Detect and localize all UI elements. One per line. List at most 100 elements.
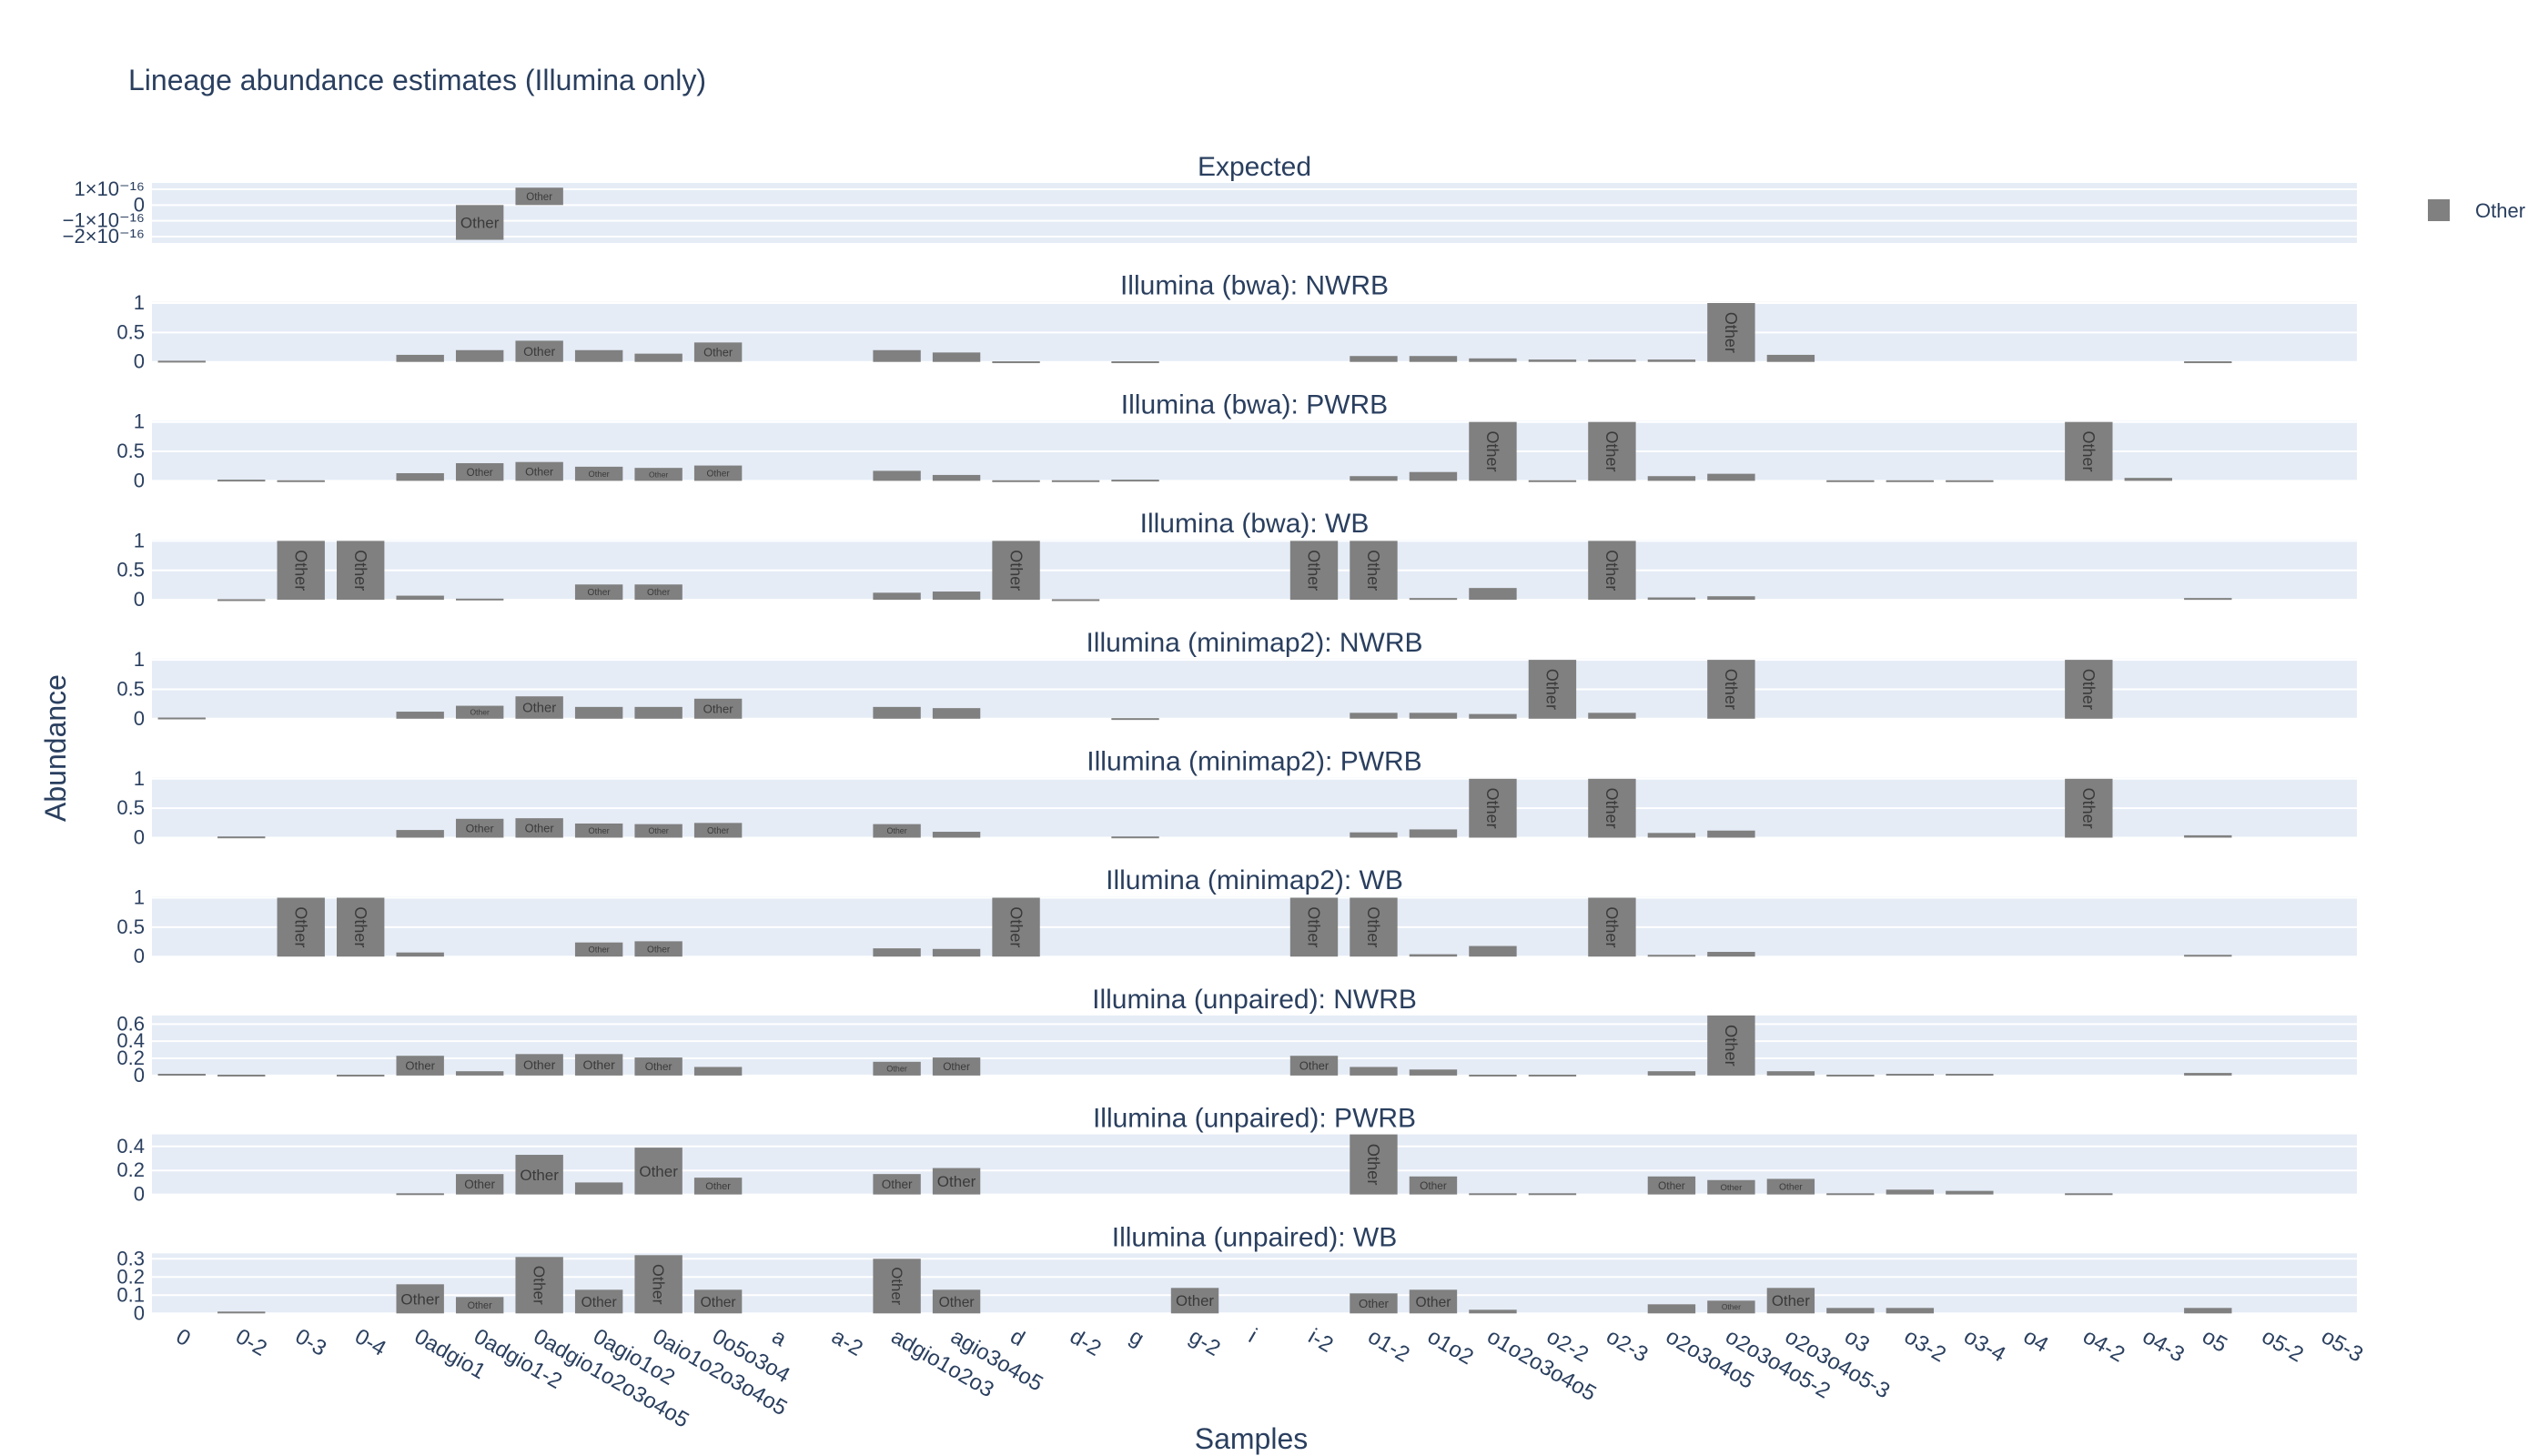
bar[interactable] [1707, 952, 1755, 957]
bar[interactable] [693, 342, 743, 362]
bar[interactable] [574, 942, 623, 957]
bar[interactable] [1469, 1074, 1517, 1077]
bar[interactable] [873, 1061, 921, 1076]
bar[interactable] [515, 696, 563, 719]
bar[interactable] [455, 705, 504, 719]
bar[interactable] [515, 340, 563, 362]
bar[interactable] [455, 462, 504, 481]
bar[interactable] [1350, 356, 1398, 362]
bar[interactable] [1409, 713, 1458, 719]
bar[interactable] [455, 1071, 504, 1076]
bar[interactable] [634, 824, 682, 838]
bar[interactable] [634, 1057, 682, 1076]
bar[interactable] [396, 354, 444, 362]
bar[interactable] [574, 1054, 623, 1076]
bar[interactable] [515, 1054, 563, 1076]
bar[interactable] [932, 708, 981, 719]
bar[interactable] [217, 1074, 266, 1077]
bar[interactable] [2065, 421, 2113, 481]
bar[interactable] [1469, 421, 1517, 481]
bar[interactable] [515, 187, 563, 206]
bar[interactable] [455, 818, 504, 838]
bar[interactable] [693, 1289, 743, 1314]
bar[interactable] [873, 948, 921, 957]
bar[interactable] [873, 1259, 921, 1314]
bar[interactable] [1647, 833, 1696, 838]
bar[interactable] [634, 1148, 682, 1195]
bar[interactable] [992, 541, 1040, 601]
bar[interactable] [1469, 1193, 1517, 1196]
bar[interactable] [157, 717, 206, 720]
bar[interactable] [1707, 660, 1755, 719]
bar[interactable] [992, 480, 1040, 482]
bar[interactable] [1647, 476, 1696, 481]
bar[interactable] [1707, 596, 1755, 601]
bar[interactable] [1409, 356, 1458, 362]
bar[interactable] [2184, 1308, 2232, 1314]
bar[interactable] [1170, 1288, 1219, 1314]
bar[interactable] [1111, 836, 1159, 839]
bar[interactable] [873, 592, 921, 601]
bar[interactable] [574, 1289, 623, 1314]
bar[interactable] [1826, 1074, 1875, 1077]
bar[interactable] [1289, 897, 1339, 957]
bar[interactable] [1350, 897, 1398, 957]
bar[interactable] [992, 361, 1040, 364]
bar[interactable] [1826, 480, 1875, 482]
bar[interactable] [277, 897, 325, 957]
bar[interactable] [1528, 1074, 1577, 1077]
bar[interactable] [1469, 945, 1517, 957]
bar[interactable] [337, 541, 385, 601]
bar[interactable] [1588, 359, 1636, 362]
bar[interactable] [1350, 541, 1398, 601]
bar[interactable] [1350, 713, 1398, 719]
bar[interactable] [634, 941, 682, 957]
bar[interactable] [396, 472, 444, 481]
bar[interactable] [217, 836, 266, 839]
bar[interactable] [693, 698, 743, 719]
bar[interactable] [2124, 478, 2172, 481]
bar[interactable] [574, 349, 623, 362]
bar[interactable] [693, 1067, 743, 1076]
bar[interactable] [2184, 834, 2232, 838]
bar[interactable] [337, 1074, 385, 1077]
bar[interactable] [455, 349, 504, 362]
bar[interactable] [2184, 598, 2232, 601]
bar[interactable] [396, 595, 444, 601]
bar[interactable] [932, 352, 981, 362]
bar[interactable] [693, 1178, 743, 1195]
bar[interactable] [1886, 480, 1935, 482]
bar[interactable] [515, 1257, 563, 1314]
bar[interactable] [1409, 829, 1458, 838]
bar[interactable] [1588, 713, 1636, 719]
bar[interactable] [396, 1056, 444, 1076]
bar[interactable] [574, 823, 623, 838]
bar[interactable] [932, 1168, 981, 1195]
bar[interactable] [634, 706, 682, 719]
bar[interactable] [634, 468, 682, 481]
bar[interactable] [932, 592, 981, 601]
bar[interactable] [1707, 830, 1755, 838]
bar[interactable] [1350, 1293, 1398, 1314]
bar[interactable] [873, 470, 921, 481]
bar[interactable] [1647, 1176, 1696, 1195]
bar[interactable] [2184, 1073, 2232, 1076]
bar[interactable] [1766, 1288, 1815, 1314]
bar[interactable] [455, 1174, 504, 1195]
bar[interactable] [1707, 1179, 1755, 1195]
bar[interactable] [1766, 1178, 1815, 1195]
bar[interactable] [873, 1174, 921, 1195]
bar[interactable] [1826, 1308, 1875, 1314]
bar[interactable] [1707, 302, 1755, 362]
bar[interactable] [873, 824, 921, 838]
bar[interactable] [1350, 1134, 1398, 1195]
bar[interactable] [1469, 778, 1517, 838]
bar[interactable] [1707, 473, 1755, 481]
bar[interactable] [932, 948, 981, 957]
bar[interactable] [1469, 1309, 1517, 1314]
bar[interactable] [932, 832, 981, 838]
bar[interactable] [574, 584, 623, 601]
bar[interactable] [873, 349, 921, 362]
bar[interactable] [1946, 1074, 1994, 1077]
bar[interactable] [693, 823, 743, 838]
